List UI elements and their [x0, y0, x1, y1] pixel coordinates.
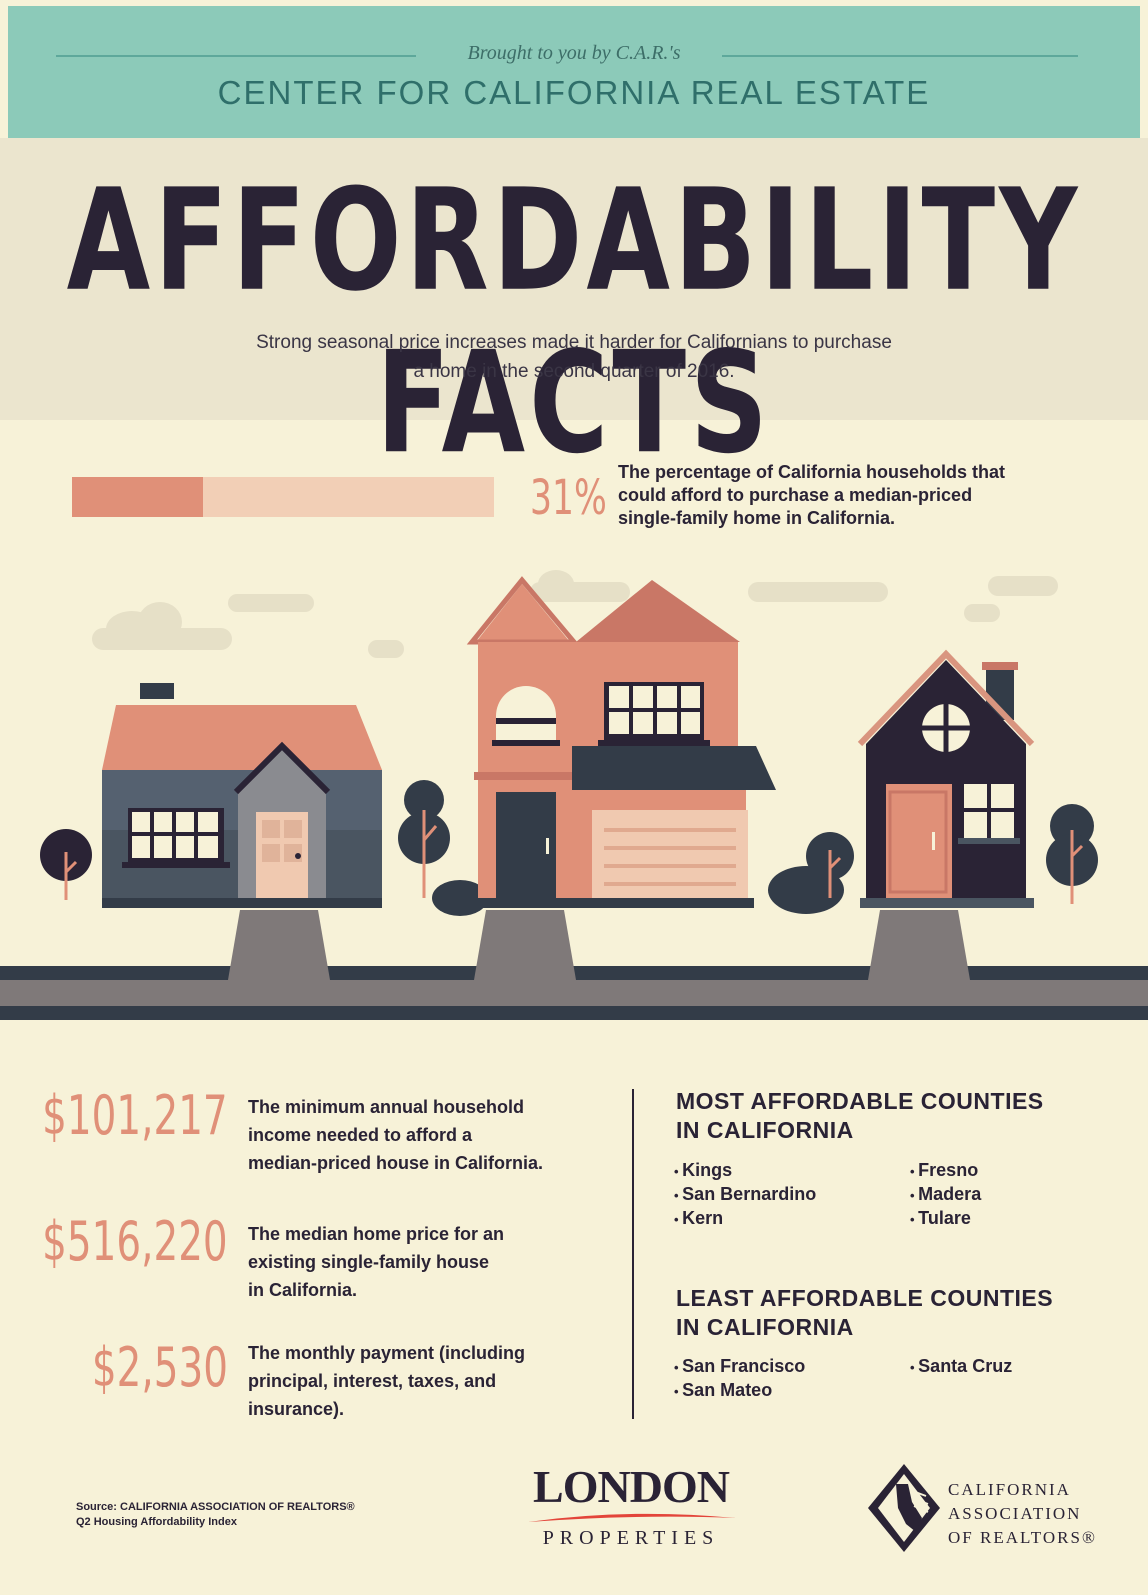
affordability-progress-fill: [72, 477, 203, 517]
london-logo-sub: PROPERTIES: [542, 1527, 720, 1549]
affordability-description: The percentage of California households …: [618, 461, 1068, 530]
subtitle-line-1: Strong seasonal price increases made it …: [256, 332, 892, 353]
stat-desc-line: in California.: [248, 1280, 358, 1300]
county-item: Fresno: [910, 1160, 978, 1181]
stat-desc-income: The minimum annual household income need…: [248, 1093, 608, 1177]
subtitle-line-2: a home in the second quarter of 2016.: [413, 361, 735, 382]
car-logo-text: CALIFORNIA ASSOCIATION OF REALTORS®: [948, 1478, 1097, 1550]
stat-desc-line: existing single-family house: [248, 1252, 490, 1272]
county-item: San Mateo: [674, 1380, 772, 1401]
affordability-percent: 31%: [530, 470, 607, 526]
car-logo-icon: [868, 1464, 940, 1552]
stat-desc-line: The minimum annual household: [248, 1097, 525, 1117]
header-divider-right: [722, 55, 1078, 57]
stat-value-monthly-payment: $2,530: [91, 1336, 228, 1399]
affordability-desc-line-3: single-family home in California.: [618, 508, 896, 528]
house-right: [857, 649, 1035, 908]
houses-illustration: [0, 570, 1148, 1020]
london-properties-logo: LONDON PROPERTIES: [518, 1460, 744, 1550]
stat-desc-line: The median home price for an: [248, 1224, 505, 1244]
clouds: [92, 570, 1058, 658]
county-item: Madera: [910, 1184, 981, 1205]
tree-center-left: [398, 780, 488, 916]
stat-desc-median-price: The median home price for an existing si…: [248, 1220, 608, 1304]
brought-by-text: Brought to you by C.A.R.'s: [467, 42, 681, 64]
affordability-progress-bar: [72, 477, 494, 517]
most-affordable-heading: MOST AFFORDABLE COUNTIES IN CALIFORNIA: [676, 1087, 1044, 1145]
swoosh-icon: [528, 1513, 736, 1522]
page-title: AFFORDABILITY FACTS: [66, 160, 1082, 485]
heading-line: IN CALIFORNIA: [676, 1314, 854, 1340]
affordability-desc-line-2: could afford to purchase a median-priced: [618, 485, 973, 505]
car-logo-line: CALIFORNIA: [948, 1480, 1071, 1499]
house-left: [102, 683, 382, 908]
tree-center-right: [768, 832, 854, 914]
stat-desc-line: principal, interest, taxes, and: [248, 1371, 497, 1391]
stat-value-income: $101,217: [42, 1084, 228, 1147]
hero-subtitle: Strong seasonal price increases made it …: [190, 328, 958, 386]
county-item: Tulare: [910, 1208, 971, 1229]
tree-left: [40, 829, 92, 900]
heading-line: IN CALIFORNIA: [676, 1117, 854, 1143]
london-logo-name: LONDON: [533, 1461, 730, 1512]
section-divider: [632, 1089, 634, 1419]
tree-right: [1046, 804, 1098, 904]
source-line: Q2 Housing Affordability Index: [76, 1516, 237, 1528]
county-item: Kern: [674, 1208, 723, 1229]
car-logo-line: OF REALTORS®: [948, 1528, 1097, 1547]
stat-desc-line: median-priced house in California.: [248, 1153, 544, 1173]
heading-line: LEAST AFFORDABLE COUNTIES: [676, 1285, 1054, 1311]
stat-desc-line: The monthly payment (including: [248, 1343, 526, 1363]
affordability-desc-line-1: The percentage of California households …: [618, 462, 1006, 482]
county-item: Kings: [674, 1160, 732, 1181]
source-citation: Source: CALIFORNIA ASSOCIATION OF REALTO…: [76, 1500, 355, 1530]
center-name: CENTER FOR CALIFORNIA REAL ESTATE: [217, 74, 931, 111]
header-divider-left: [56, 55, 416, 57]
least-affordable-heading: LEAST AFFORDABLE COUNTIES IN CALIFORNIA: [676, 1284, 1053, 1342]
house-center: [466, 576, 776, 908]
source-line: Source: CALIFORNIA ASSOCIATION OF REALTO…: [76, 1501, 355, 1513]
stat-desc-line: income needed to afford a: [248, 1125, 473, 1145]
county-item: San Bernardino: [674, 1184, 816, 1205]
heading-line: MOST AFFORDABLE COUNTIES: [676, 1088, 1044, 1114]
stat-desc-monthly-payment: The monthly payment (including principal…: [248, 1339, 608, 1423]
county-item: San Francisco: [674, 1356, 805, 1377]
header-banner: [8, 6, 1140, 138]
stat-value-median-price: $516,220: [42, 1210, 228, 1273]
stat-desc-line: insurance).: [248, 1399, 345, 1419]
car-logo-line: ASSOCIATION: [948, 1504, 1082, 1523]
hero-section: [0, 138, 1148, 420]
county-item: Santa Cruz: [910, 1356, 1012, 1377]
